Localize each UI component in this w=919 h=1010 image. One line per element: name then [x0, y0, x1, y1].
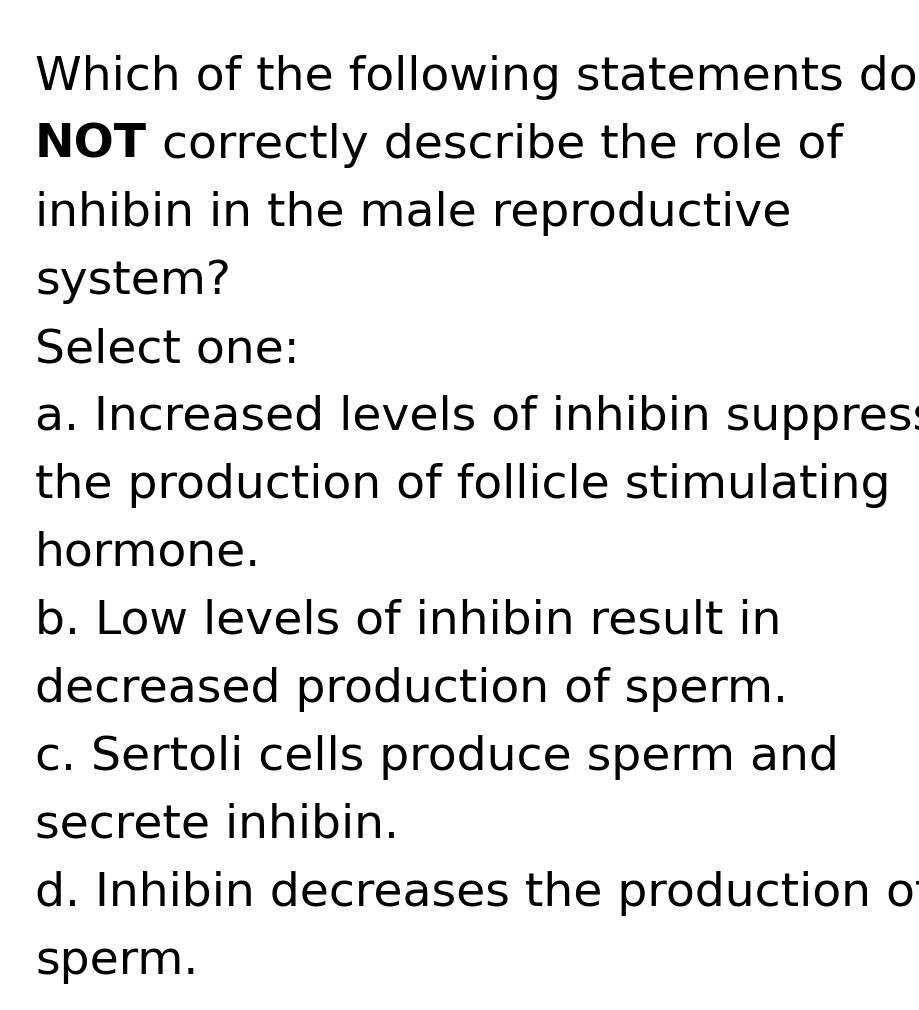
Text: c. Sertoli cells produce sperm and: c. Sertoli cells produce sperm and	[35, 735, 839, 780]
Text: sperm.: sperm.	[35, 939, 199, 984]
Text: correctly describe the role of: correctly describe the role of	[147, 123, 843, 168]
Text: hormone.: hormone.	[35, 531, 261, 576]
Text: a. Increased levels of inhibin suppress: a. Increased levels of inhibin suppress	[35, 395, 919, 440]
Text: Select one:: Select one:	[35, 327, 300, 372]
Text: the production of follicle stimulating: the production of follicle stimulating	[35, 463, 891, 508]
Text: Which of the following statements does: Which of the following statements does	[35, 55, 919, 100]
Text: system?: system?	[35, 259, 231, 304]
Text: decreased production of sperm.: decreased production of sperm.	[35, 667, 788, 712]
Text: NOT: NOT	[35, 123, 147, 168]
Text: d. Inhibin decreases the production of: d. Inhibin decreases the production of	[35, 871, 919, 916]
Text: b. Low levels of inhibin result in: b. Low levels of inhibin result in	[35, 599, 781, 644]
Text: inhibin in the male reproductive: inhibin in the male reproductive	[35, 191, 791, 236]
Text: secrete inhibin.: secrete inhibin.	[35, 803, 399, 848]
